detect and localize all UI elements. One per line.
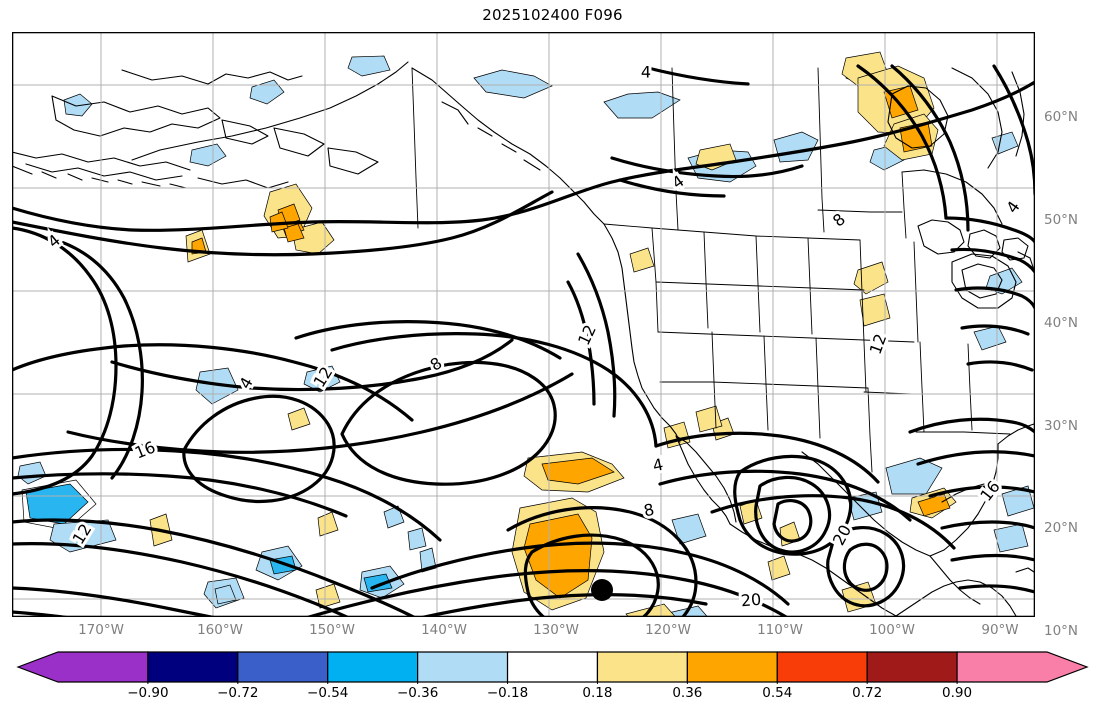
figure-title: 2025102400 F096: [482, 6, 623, 24]
longitude-tick-label: 140°W: [421, 622, 467, 638]
contour-label: 8: [642, 500, 656, 521]
colorbar-tick-label: 0.18: [582, 685, 613, 701]
colorbar-segment: [686, 651, 778, 683]
colorbar-segment: [866, 651, 958, 683]
tc-position-marker[interactable]: [591, 579, 613, 601]
contour-label: 4: [651, 455, 665, 476]
longitude-tick-label: 130°W: [533, 622, 579, 638]
colorbar-segment: [237, 651, 329, 683]
latitude-tick-label: 20°N: [1044, 520, 1079, 536]
colorbar-tick-label: 0.36: [672, 685, 703, 701]
latitude-tick-label: 10°N: [1044, 623, 1079, 639]
colorbar-segment: [147, 651, 239, 683]
colorbar-tick-label: 0.90: [942, 685, 973, 701]
graticule-layer: [12, 32, 1035, 617]
colorbar-segment: [327, 651, 419, 683]
longitude-tick-label: 170°W: [78, 622, 124, 638]
colorbar-segment: [956, 651, 1089, 683]
latitude-tick-label: 50°N: [1044, 212, 1079, 228]
longitude-tick-label: 100°W: [869, 622, 915, 638]
colorbar[interactable]: −0.90 −0.72 −0.54 −0.36 −0.18 0.18 0.36 0.54 0.7…: [12, 650, 1093, 708]
longitude-tick-label: 110°W: [757, 622, 803, 638]
svg-text:4: 4: [641, 63, 651, 82]
contour-label: 20: [740, 590, 762, 611]
map-panel[interactable]: 4 4 4 4 16 16 12 12 8 8 12 12 12 12 4 4 4 4 4 4 8 8 4 4 8 8 16 16 20…: [12, 32, 1035, 617]
colorbar-segment: [596, 651, 688, 683]
colorbar-tick-label: 0.54: [762, 685, 793, 701]
colorbar-tick-label: −0.18: [486, 685, 529, 701]
longitude-tick-label: 150°W: [309, 622, 355, 638]
colorbar-tick-label: 0.72: [852, 685, 883, 701]
contour-layer: [12, 64, 1035, 617]
colorbar-tick-label: −0.54: [307, 685, 349, 701]
latitude-tick-label: 40°N: [1044, 315, 1079, 331]
colorbar-segment: [417, 651, 509, 683]
longitude-tick-label: 120°W: [645, 622, 691, 638]
shaded-anomaly-layer: [17, 51, 1035, 617]
colorbar-tick-label: −0.90: [127, 685, 169, 701]
latitude-tick-label: 60°N: [1044, 109, 1079, 125]
colorbar-segment: [776, 651, 868, 683]
longitude-tick-label: 160°W: [197, 622, 243, 638]
colorbar-tick-label: −0.36: [396, 685, 439, 701]
contour-label: 4: [641, 63, 651, 82]
colorbar-segment: [506, 651, 599, 683]
colorbar-tick-label: −0.72: [217, 685, 259, 701]
map-frame: [12, 32, 1035, 617]
coastline-layer: [12, 61, 1035, 617]
latitude-tick-label: 30°N: [1044, 418, 1079, 434]
colorbar-swatches[interactable]: [12, 650, 1093, 687]
colorbar-segment: [16, 651, 149, 683]
longitude-tick-label: 90°W: [981, 622, 1019, 638]
